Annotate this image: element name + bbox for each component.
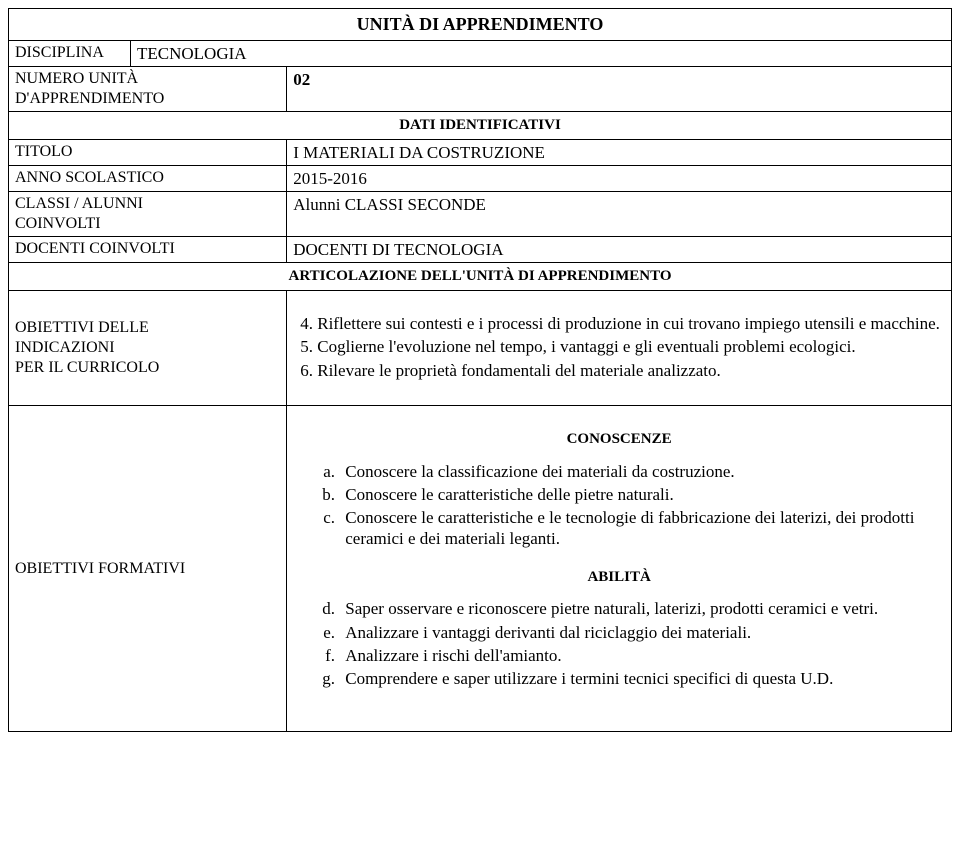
- abilita-list: Saper osservare e riconoscere pietre nat…: [293, 598, 945, 689]
- numero-label: NUMERO UNITÀ D'APPRENDIMENTO: [9, 66, 287, 111]
- abilita-item: Analizzare i vantaggi derivanti dal rici…: [339, 622, 945, 643]
- objective-item: Coglierne l'evoluzione nel tempo, i vant…: [317, 336, 945, 357]
- titolo-value: I MATERIALI DA COSTRUZIONE: [287, 139, 952, 165]
- conoscenze-header: CONOSCENZE: [293, 430, 945, 449]
- obiettivi-formativi-label: OBIETTIVI FORMATIVI: [9, 405, 287, 732]
- learning-unit-table: UNITÀ DI APPRENDIMENTO DISCIPLINA TECNOL…: [8, 8, 952, 732]
- titolo-label: TITOLO: [9, 139, 287, 165]
- conoscenza-item: Conoscere le caratteristiche e le tecnol…: [339, 507, 945, 550]
- obiettivi-ind-line3: PER IL CURRICOLO: [15, 359, 159, 376]
- abilita-item: Analizzare i rischi dell'amianto.: [339, 645, 945, 666]
- classi-value: Alunni CLASSI SECONDE: [287, 192, 952, 237]
- conoscenze-list: Conoscere la classificazione dei materia…: [293, 461, 945, 550]
- conoscenza-item: Conoscere le caratteristiche delle pietr…: [339, 484, 945, 505]
- disciplina-label: DISCIPLINA: [9, 40, 131, 66]
- classi-label: CLASSI / ALUNNI COINVOLTI: [9, 192, 287, 237]
- obiettivi-indicazioni-label: OBIETTIVI DELLE INDICAZIONI PER IL CURRI…: [9, 291, 287, 406]
- objectives-list: Riflettere sui contesti e i processi di …: [293, 313, 945, 381]
- unit-title: UNITÀ DI APPRENDIMENTO: [9, 9, 952, 41]
- disciplina-value: TECNOLOGIA: [131, 40, 952, 66]
- classi-label-line1: CLASSI / ALUNNI: [15, 195, 143, 212]
- articolazione-header: ARTICOLAZIONE DELL'UNITÀ DI APPRENDIMENT…: [9, 263, 952, 291]
- numero-value: 02: [287, 66, 952, 111]
- anno-value: 2015-2016: [287, 165, 952, 191]
- docenti-value: DOCENTI DI TECNOLOGIA: [287, 237, 952, 263]
- dati-header: DATI IDENTIFICATIVI: [9, 111, 952, 139]
- objective-item: Riflettere sui contesti e i processi di …: [317, 313, 945, 334]
- conoscenza-item: Conoscere la classificazione dei materia…: [339, 461, 945, 482]
- obiettivi-ind-line1: OBIETTIVI DELLE: [15, 319, 149, 336]
- abilita-item: Saper osservare e riconoscere pietre nat…: [339, 598, 945, 619]
- abilita-item: Comprendere e saper utilizzare i termini…: [339, 668, 945, 689]
- anno-label: ANNO SCOLASTICO: [9, 165, 287, 191]
- classi-label-line2: COINVOLTI: [15, 215, 101, 232]
- obiettivi-ind-line2: INDICAZIONI: [15, 339, 115, 356]
- abilita-header: ABILITÀ: [293, 568, 945, 587]
- docenti-label: DOCENTI COINVOLTI: [9, 237, 287, 263]
- obiettivi-formativi-content: CONOSCENZE Conoscere la classificazione …: [287, 405, 952, 732]
- objective-item: Rilevare le proprietà fondamentali del m…: [317, 360, 945, 381]
- obiettivi-indicazioni-content: Riflettere sui contesti e i processi di …: [287, 291, 952, 406]
